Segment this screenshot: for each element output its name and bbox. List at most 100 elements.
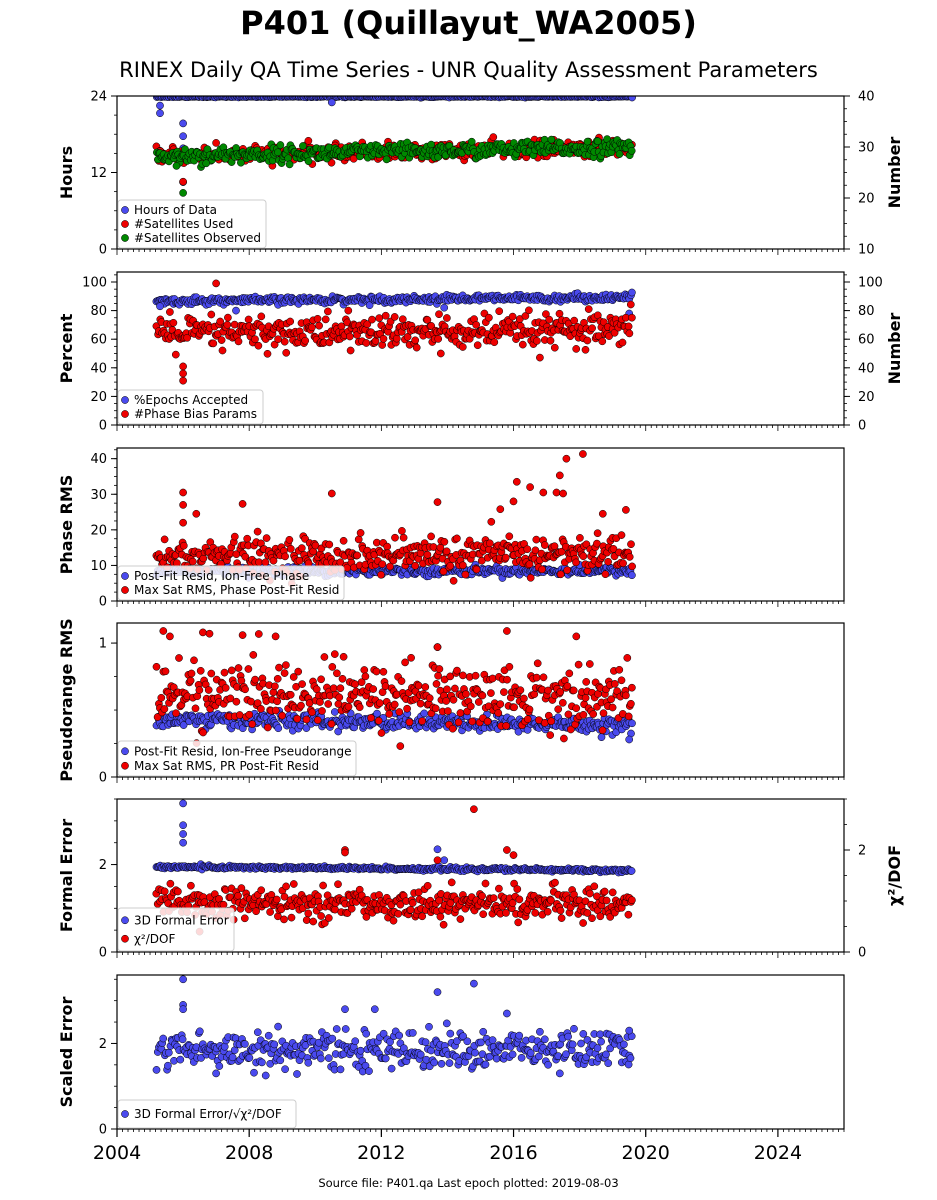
data-point xyxy=(295,556,304,565)
data-point xyxy=(251,675,259,684)
legend: Post-Fit Resid, Ion-Free PseudorangeMax … xyxy=(117,740,357,777)
data-point xyxy=(628,719,636,728)
data-point xyxy=(186,676,195,685)
data-point xyxy=(530,690,539,699)
data-point xyxy=(555,309,564,318)
data-point-outlier xyxy=(179,369,187,378)
data-point xyxy=(218,346,227,355)
data-point xyxy=(385,710,394,718)
legend: %Epochs Accepted#Phase Bias Params xyxy=(117,389,264,425)
data-point xyxy=(533,337,541,345)
data-point xyxy=(461,570,470,579)
data-point xyxy=(423,316,432,324)
data-point xyxy=(563,682,572,690)
data-point xyxy=(532,535,541,544)
data-point xyxy=(365,301,374,310)
data-point xyxy=(251,335,259,344)
data-point xyxy=(478,691,487,700)
y2-tick-label: 60 xyxy=(858,333,875,348)
data-point xyxy=(444,707,452,715)
data-point xyxy=(152,662,161,671)
data-point xyxy=(301,336,310,345)
data-point xyxy=(547,135,556,144)
data-point xyxy=(572,558,580,567)
data-point xyxy=(574,660,583,669)
data-point xyxy=(361,672,370,681)
data-point xyxy=(160,535,169,544)
data-point xyxy=(315,321,323,330)
data-point xyxy=(483,717,492,726)
data-point xyxy=(459,671,467,680)
data-point xyxy=(399,533,408,542)
data-point xyxy=(327,720,336,728)
data-point xyxy=(581,694,590,702)
data-point xyxy=(372,667,381,676)
data-point xyxy=(583,336,592,345)
data-point-outlier xyxy=(212,279,220,288)
data-point xyxy=(563,566,572,575)
data-point xyxy=(297,701,305,710)
y-tick-label: 10 xyxy=(90,559,107,574)
data-point xyxy=(371,337,380,345)
data-point-outlier xyxy=(192,509,201,518)
data-point xyxy=(179,721,188,729)
data-point xyxy=(472,565,481,574)
data-point xyxy=(324,700,333,708)
data-point xyxy=(610,680,619,688)
y-axis-label: Phase RMS xyxy=(57,475,76,575)
data-point xyxy=(254,341,263,350)
data-point xyxy=(601,570,610,579)
data-point xyxy=(397,677,406,685)
data-point xyxy=(525,306,533,315)
data-point xyxy=(375,699,384,707)
data-point xyxy=(405,718,414,727)
data-point xyxy=(209,339,218,348)
data-point xyxy=(625,553,634,561)
data-point-outlier xyxy=(552,488,561,497)
data-point xyxy=(550,542,559,551)
data-point xyxy=(339,536,348,545)
y-tick-label: 20 xyxy=(90,523,107,538)
data-point-outlier xyxy=(433,643,442,651)
data-point xyxy=(187,669,196,678)
data-point-outlier xyxy=(433,845,442,854)
data-point xyxy=(489,133,498,141)
data-point-outlier xyxy=(562,454,571,463)
data-point-outlier xyxy=(625,735,634,744)
data-point xyxy=(516,686,525,695)
data-point-outlier xyxy=(179,488,187,497)
legend-label: #Satellites Observed xyxy=(134,231,261,245)
data-point-outlier xyxy=(179,376,187,385)
data-point xyxy=(624,712,633,721)
data-point xyxy=(610,328,619,337)
data-point-outlier xyxy=(572,632,581,641)
data-point xyxy=(308,708,316,717)
data-point xyxy=(241,685,249,694)
data-point xyxy=(254,630,263,638)
data-point xyxy=(157,693,166,702)
data-point xyxy=(494,709,503,717)
data-point xyxy=(199,554,208,563)
data-point xyxy=(598,337,607,346)
data-point xyxy=(442,697,451,705)
data-point xyxy=(357,678,366,687)
data-point xyxy=(576,534,584,542)
data-point xyxy=(449,695,458,704)
data-point xyxy=(244,665,253,673)
data-point xyxy=(378,560,387,569)
data-point-outlier xyxy=(496,505,505,514)
data-point xyxy=(569,686,578,695)
data-point xyxy=(560,734,568,743)
data-point xyxy=(582,678,591,686)
data-point xyxy=(276,141,285,149)
data-point xyxy=(273,674,282,683)
data-point xyxy=(615,150,624,158)
data-point xyxy=(456,709,465,717)
figure-subtitle: RINEX Daily QA Time Series - UNR Quality… xyxy=(119,58,818,82)
data-point xyxy=(351,680,359,689)
data-point xyxy=(556,570,565,579)
data-point xyxy=(544,686,552,695)
data-point xyxy=(297,544,306,552)
data-point xyxy=(585,660,594,668)
